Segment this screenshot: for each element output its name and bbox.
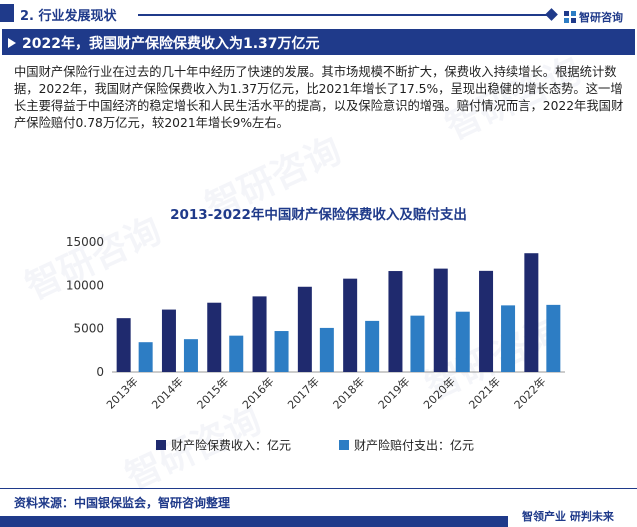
- x-tick-label: 2020年: [420, 374, 457, 411]
- x-tick-label: 2016年: [239, 374, 276, 411]
- source-note: 资料来源：中国银保监会，智研咨询整理: [14, 496, 231, 510]
- headline: 2022年，我国财产保险保费收入为1.37万亿元: [22, 36, 320, 52]
- bar-premium: [297, 286, 312, 372]
- headline-arrow-icon: [8, 38, 16, 48]
- bar-premium: [252, 296, 267, 372]
- section-title: 2. 行业发展现状: [20, 9, 117, 24]
- header-diamond: [545, 8, 558, 21]
- legend-label: 财产险赔付支出：亿元: [354, 438, 474, 453]
- bar-premium: [388, 271, 403, 372]
- bar-claims: [183, 339, 198, 372]
- bar-premium: [433, 268, 448, 372]
- brand: 智研咨询: [563, 6, 623, 24]
- header-divider: [138, 14, 550, 16]
- legend-label: 财产险保费收入：亿元: [171, 438, 291, 453]
- x-tick-label: 2015年: [194, 374, 231, 411]
- bar-claims: [138, 342, 153, 372]
- bar-claims: [229, 335, 244, 372]
- y-tick-label: 10000: [66, 278, 104, 292]
- x-tick-label: 2018年: [330, 374, 367, 411]
- y-tick-label: 15000: [66, 235, 104, 249]
- bar-premium: [343, 278, 358, 372]
- bar-claims: [274, 331, 289, 372]
- x-tick-label: 2019年: [375, 374, 412, 411]
- top-header: 2. 行业发展现状 智研咨询: [0, 0, 637, 28]
- bar-premium: [161, 309, 176, 372]
- chart-title: 2013-2022年中国财产保险保费收入及赔付支出: [170, 207, 467, 223]
- x-tick-label: 2022年: [511, 374, 548, 411]
- y-tick-label: 0: [96, 365, 104, 379]
- bar-claims: [501, 305, 516, 372]
- x-tick-label: 2013年: [103, 374, 140, 411]
- bar-claims: [319, 327, 334, 372]
- summary-paragraph: 中国财产保险行业在过去的几十年中经历了快速的发展。其市场规模不断扩大，保费收入持…: [14, 65, 624, 130]
- bar-claims: [546, 304, 561, 372]
- section-marker: [0, 4, 14, 22]
- slogan: 智领产业 研判未来: [522, 510, 614, 523]
- footer-bar: [0, 516, 508, 527]
- footer-divider: [0, 488, 637, 489]
- bar-premium: [207, 302, 222, 372]
- brand-logo-icon: [564, 10, 576, 23]
- bar-premium: [524, 253, 539, 372]
- brand-name: 智研咨询: [579, 10, 623, 24]
- bar-claims: [455, 311, 470, 372]
- y-tick-label: 5000: [73, 322, 104, 336]
- bar-claims: [410, 315, 425, 372]
- x-tick-label: 2014年: [149, 374, 186, 411]
- x-tick-label: 2017年: [284, 374, 321, 411]
- bar-premium: [116, 318, 131, 372]
- bar-premium: [479, 270, 494, 372]
- x-tick-label: 2021年: [466, 374, 503, 411]
- bar-claims: [365, 320, 380, 372]
- legend-swatch: [339, 440, 349, 450]
- bar-chart: 0 5000 10000 15000 2013年 2014年 2015年 2016年 2017年…: [66, 235, 565, 453]
- headline-band: [2, 29, 635, 55]
- legend-swatch: [156, 440, 166, 450]
